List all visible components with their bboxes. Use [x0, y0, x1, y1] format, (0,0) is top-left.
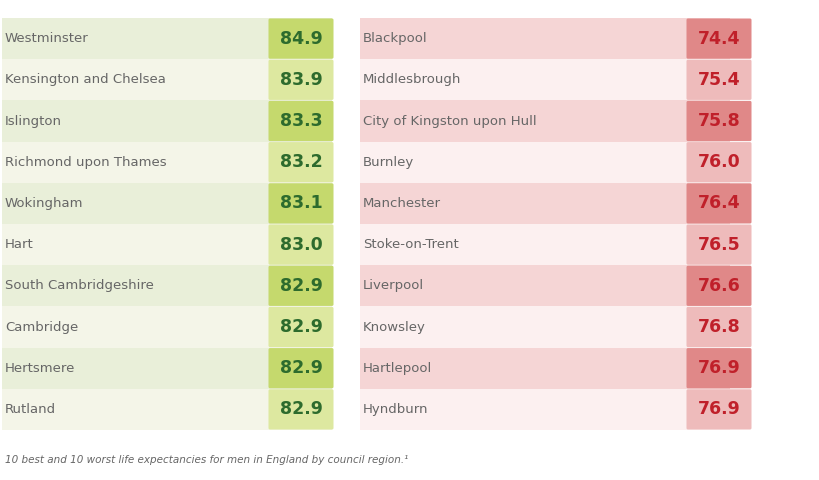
FancyBboxPatch shape — [269, 101, 333, 141]
FancyBboxPatch shape — [269, 183, 333, 224]
Text: 83.1: 83.1 — [279, 194, 323, 212]
Text: 75.8: 75.8 — [698, 112, 740, 130]
FancyBboxPatch shape — [269, 348, 333, 388]
Text: 76.5: 76.5 — [698, 236, 740, 253]
Text: Kensington and Chelsea: Kensington and Chelsea — [5, 73, 166, 86]
Text: Richmond upon Thames: Richmond upon Thames — [5, 156, 166, 168]
FancyBboxPatch shape — [686, 60, 752, 100]
Bar — [2, 348, 332, 389]
Bar — [360, 265, 730, 306]
Bar — [360, 348, 730, 389]
Bar — [360, 100, 730, 142]
Bar — [360, 224, 730, 265]
Text: Wokingham: Wokingham — [5, 197, 84, 210]
Bar — [2, 306, 332, 348]
FancyBboxPatch shape — [269, 307, 333, 347]
Text: Middlesbrough: Middlesbrough — [363, 73, 461, 86]
Text: 83.3: 83.3 — [279, 112, 323, 130]
Bar — [360, 183, 730, 224]
Text: 82.9: 82.9 — [279, 400, 323, 419]
Text: Blackpool: Blackpool — [363, 32, 428, 45]
Bar — [360, 59, 730, 100]
FancyBboxPatch shape — [686, 307, 752, 347]
Text: 10 best and 10 worst life expectancies for men in England by council region.¹: 10 best and 10 worst life expectancies f… — [5, 455, 408, 465]
Text: 83.0: 83.0 — [279, 236, 323, 253]
Bar — [360, 306, 730, 348]
FancyBboxPatch shape — [686, 19, 752, 59]
Text: Westminster: Westminster — [5, 32, 88, 45]
Bar — [2, 142, 332, 183]
Text: 83.9: 83.9 — [279, 71, 323, 89]
Text: 76.4: 76.4 — [698, 194, 740, 212]
Text: Hartlepool: Hartlepool — [363, 362, 432, 375]
FancyBboxPatch shape — [686, 183, 752, 224]
Text: 82.9: 82.9 — [279, 359, 323, 377]
Text: 82.9: 82.9 — [279, 318, 323, 336]
Text: 76.6: 76.6 — [698, 277, 740, 295]
Bar — [2, 265, 332, 306]
Text: Liverpool: Liverpool — [363, 279, 424, 292]
Text: South Cambridgeshire: South Cambridgeshire — [5, 279, 154, 292]
Text: 84.9: 84.9 — [279, 30, 323, 48]
FancyBboxPatch shape — [686, 348, 752, 388]
Text: 76.8: 76.8 — [698, 318, 740, 336]
FancyBboxPatch shape — [269, 19, 333, 59]
FancyBboxPatch shape — [269, 142, 333, 182]
Text: Burnley: Burnley — [363, 156, 414, 168]
Text: Hyndburn: Hyndburn — [363, 403, 428, 416]
Bar — [2, 59, 332, 100]
Bar — [2, 18, 332, 59]
Bar — [2, 389, 332, 430]
FancyBboxPatch shape — [686, 225, 752, 264]
Text: 74.4: 74.4 — [698, 30, 740, 48]
Text: 76.9: 76.9 — [698, 400, 740, 419]
Bar — [360, 389, 730, 430]
Text: Manchester: Manchester — [363, 197, 441, 210]
Text: 82.9: 82.9 — [279, 277, 323, 295]
Bar — [360, 142, 730, 183]
Text: 76.9: 76.9 — [698, 359, 740, 377]
Bar — [2, 100, 332, 142]
Text: 83.2: 83.2 — [279, 153, 323, 171]
FancyBboxPatch shape — [686, 266, 752, 306]
FancyBboxPatch shape — [686, 101, 752, 141]
Text: Knowsley: Knowsley — [363, 321, 426, 334]
FancyBboxPatch shape — [269, 266, 333, 306]
FancyBboxPatch shape — [269, 225, 333, 264]
Text: Rutland: Rutland — [5, 403, 57, 416]
FancyBboxPatch shape — [269, 389, 333, 430]
Bar — [360, 18, 730, 59]
Text: Cambridge: Cambridge — [5, 321, 79, 334]
Text: Hart: Hart — [5, 238, 34, 251]
Bar — [2, 224, 332, 265]
FancyBboxPatch shape — [686, 389, 752, 430]
Text: 75.4: 75.4 — [698, 71, 740, 89]
Text: Hertsmere: Hertsmere — [5, 362, 75, 375]
FancyBboxPatch shape — [686, 142, 752, 182]
Text: Stoke-on-Trent: Stoke-on-Trent — [363, 238, 459, 251]
Bar — [2, 183, 332, 224]
Text: City of Kingston upon Hull: City of Kingston upon Hull — [363, 115, 536, 128]
Text: Islington: Islington — [5, 115, 62, 128]
Text: 76.0: 76.0 — [698, 153, 740, 171]
FancyBboxPatch shape — [269, 60, 333, 100]
